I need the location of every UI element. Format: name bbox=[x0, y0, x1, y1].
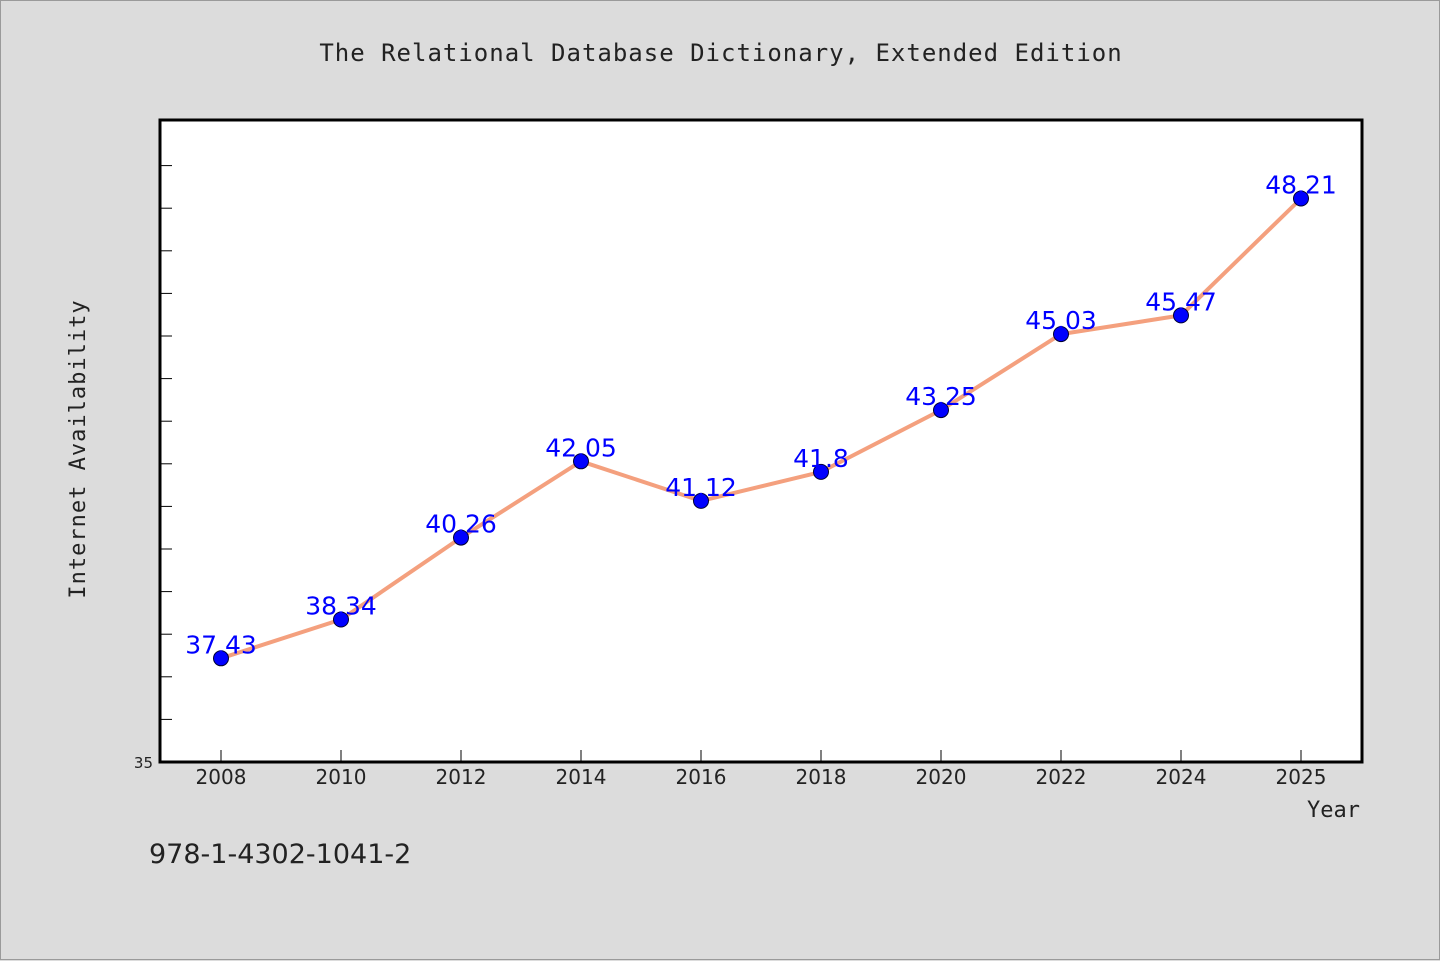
data-label: 40.26 bbox=[425, 510, 497, 539]
data-point bbox=[213, 650, 229, 667]
y-axis-label: Internet Availability bbox=[66, 299, 91, 598]
x-axis-label: Year bbox=[1307, 798, 1360, 823]
x-tick-label: 2024 bbox=[1156, 765, 1207, 789]
data-label: 43.25 bbox=[905, 382, 977, 411]
plot-area bbox=[158, 118, 1364, 764]
data-label: 45.03 bbox=[1025, 306, 1097, 335]
data-point bbox=[933, 402, 949, 419]
data-label: 41.12 bbox=[665, 473, 737, 502]
data-label: 42.05 bbox=[545, 433, 617, 462]
data-point bbox=[573, 453, 589, 470]
data-point bbox=[1173, 307, 1189, 324]
data-label: 41.8 bbox=[793, 444, 849, 473]
x-tick-label: 2022 bbox=[1036, 765, 1087, 789]
data-label: 38.34 bbox=[305, 592, 377, 621]
x-tick-label: 2014 bbox=[556, 765, 607, 789]
y-axis-ticks bbox=[160, 165, 172, 720]
x-tick-label: 2008 bbox=[196, 765, 247, 789]
data-point bbox=[813, 463, 829, 480]
x-tick-label: 2010 bbox=[316, 765, 367, 789]
data-point bbox=[453, 529, 469, 546]
x-tick-label: 2018 bbox=[796, 765, 847, 789]
x-tick-label: 2012 bbox=[436, 765, 487, 789]
x-tick-label: 2016 bbox=[676, 765, 727, 789]
x-axis-tick-labels: 2008 2010 2012 2014 2016 2018 2020 2022 2024 2025 bbox=[196, 765, 1327, 789]
data-label: 45.47 bbox=[1145, 287, 1217, 316]
data-label: 48.21 bbox=[1265, 171, 1337, 200]
data-point bbox=[693, 492, 709, 509]
data-point bbox=[333, 611, 349, 628]
y-axis-min-label: 35 bbox=[134, 754, 153, 772]
x-axis-ticks bbox=[220, 750, 1302, 762]
data-label: 37.43 bbox=[185, 630, 257, 659]
series-layer: 37.43 38.34 40.26 42.05 41.12 41.8 43.25 45.03 4… bbox=[185, 171, 1337, 667]
x-tick-label: 2020 bbox=[916, 765, 967, 789]
chart-title: The Relational Database Dictionary, Exte… bbox=[319, 39, 1122, 67]
data-point bbox=[1053, 326, 1069, 343]
data-point bbox=[1293, 190, 1309, 207]
isbn-text: 978-1-4302-1041-2 bbox=[149, 839, 411, 870]
x-tick-label: 2025 bbox=[1276, 765, 1327, 789]
series-line bbox=[220, 197, 1303, 661]
